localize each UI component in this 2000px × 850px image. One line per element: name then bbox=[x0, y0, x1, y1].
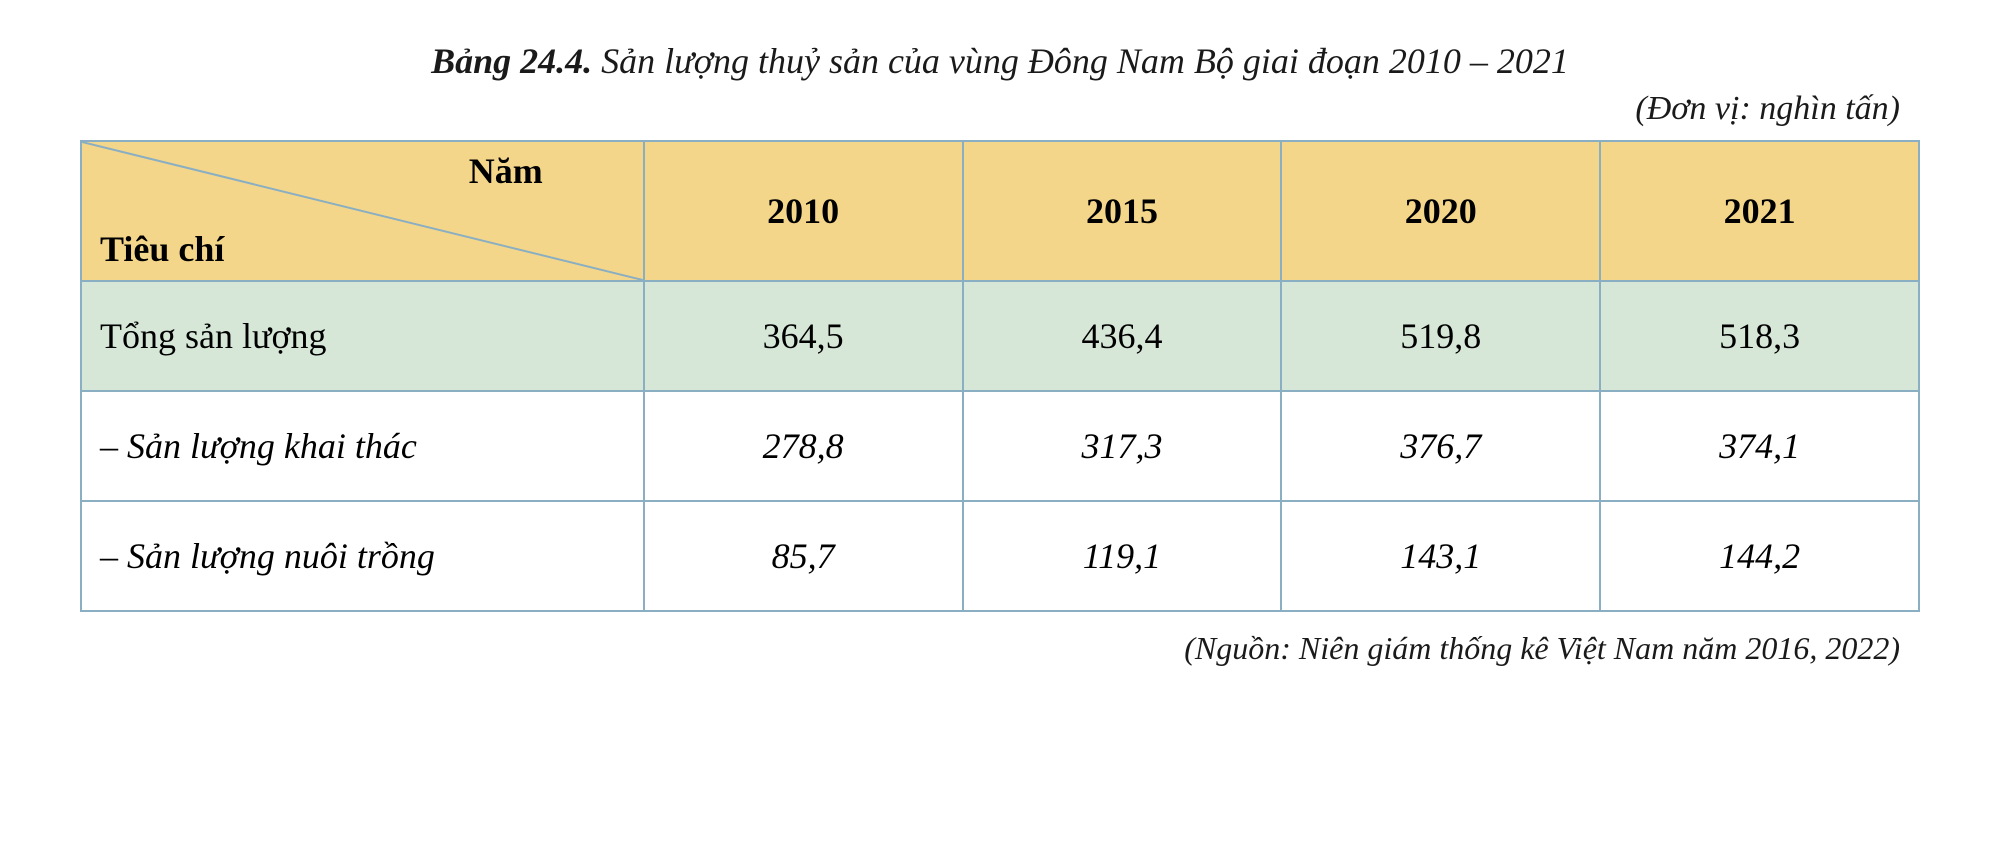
title-text: Sản lượng thuỷ sản của vùng Đông Nam Bộ … bbox=[592, 41, 1569, 81]
row-value: 144,2 bbox=[1600, 501, 1919, 611]
table-body: Tổng sản lượng364,5436,4519,8518,3– Sản … bbox=[81, 281, 1919, 611]
table-row: Tổng sản lượng364,5436,4519,8518,3 bbox=[81, 281, 1919, 391]
row-value: 364,5 bbox=[644, 281, 963, 391]
header-year-2015: 2015 bbox=[963, 141, 1282, 281]
table-title: Bảng 24.4. Sản lượng thuỷ sản của vùng Đ… bbox=[80, 40, 1920, 82]
table-row: – Sản lượng khai thác278,8317,3376,7374,… bbox=[81, 391, 1919, 501]
row-label: – Sản lượng nuôi trồng bbox=[81, 501, 644, 611]
row-value: 519,8 bbox=[1281, 281, 1600, 391]
row-value: 518,3 bbox=[1600, 281, 1919, 391]
row-value: 436,4 bbox=[963, 281, 1282, 391]
header-diag-cell: Năm Tiêu chí bbox=[81, 141, 644, 281]
header-year-2020: 2020 bbox=[1281, 141, 1600, 281]
title-label: Bảng 24.4. bbox=[431, 41, 592, 81]
header-criteria-label: Tiêu chí bbox=[100, 228, 224, 270]
row-value: 119,1 bbox=[963, 501, 1282, 611]
row-value: 317,3 bbox=[963, 391, 1282, 501]
data-table: Năm Tiêu chí 2010201520202021 Tổng sản l… bbox=[80, 140, 1920, 612]
row-label: Tổng sản lượng bbox=[81, 281, 644, 391]
unit-label: (Đơn vị: nghìn tấn) bbox=[80, 90, 1920, 128]
header-year-2010: 2010 bbox=[644, 141, 963, 281]
header-year-label: Năm bbox=[469, 150, 543, 192]
source-label: (Nguồn: Niên giám thống kê Việt Nam năm … bbox=[80, 630, 1920, 667]
row-value: 278,8 bbox=[644, 391, 963, 501]
row-label: – Sản lượng khai thác bbox=[81, 391, 644, 501]
row-value: 376,7 bbox=[1281, 391, 1600, 501]
header-row: Năm Tiêu chí 2010201520202021 bbox=[81, 141, 1919, 281]
row-value: 85,7 bbox=[644, 501, 963, 611]
row-value: 374,1 bbox=[1600, 391, 1919, 501]
table-row: – Sản lượng nuôi trồng85,7119,1143,1144,… bbox=[81, 501, 1919, 611]
row-value: 143,1 bbox=[1281, 501, 1600, 611]
header-year-2021: 2021 bbox=[1600, 141, 1919, 281]
